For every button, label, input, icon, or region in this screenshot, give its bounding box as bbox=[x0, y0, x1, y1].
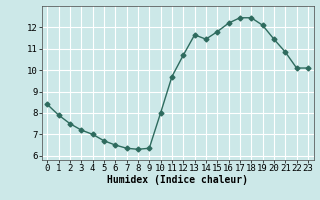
X-axis label: Humidex (Indice chaleur): Humidex (Indice chaleur) bbox=[107, 175, 248, 185]
